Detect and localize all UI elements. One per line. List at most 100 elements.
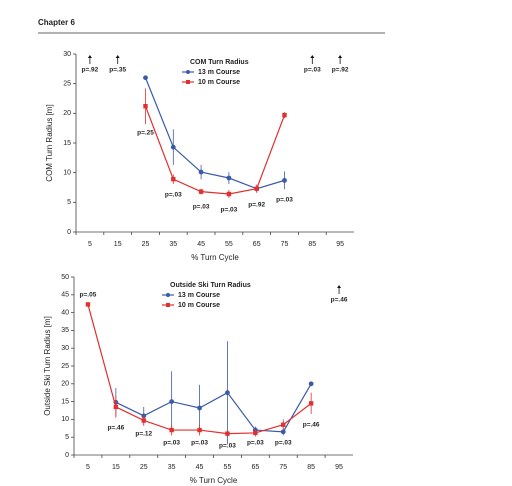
p-value: p=.03 bbox=[165, 192, 182, 199]
p-value: p=.03 bbox=[193, 204, 210, 211]
y-tick-label: 35 bbox=[61, 327, 69, 334]
y-tick-label: 50 bbox=[61, 274, 69, 281]
legend-title: COM Turn Radius bbox=[190, 59, 249, 66]
x-tick-label: 15 bbox=[114, 241, 122, 248]
x-tick-label: 95 bbox=[336, 241, 344, 248]
x-tick-label: 55 bbox=[225, 241, 233, 248]
arrow-head bbox=[115, 55, 120, 58]
point bbox=[226, 175, 232, 181]
legend-marker bbox=[186, 70, 190, 74]
legend-marker bbox=[186, 80, 190, 84]
y-tick-label: 30 bbox=[63, 51, 71, 58]
point bbox=[282, 177, 287, 183]
x-tick-label: 45 bbox=[196, 464, 204, 471]
x-tick-label: 25 bbox=[140, 464, 148, 471]
x-tick-label: 5 bbox=[86, 464, 90, 471]
point bbox=[225, 390, 230, 396]
y-tick-label: 15 bbox=[61, 398, 69, 405]
p-value: p=.03 bbox=[219, 443, 236, 450]
point bbox=[170, 144, 176, 150]
y-tick-label: 25 bbox=[61, 363, 69, 370]
legend-label: 10 m Course bbox=[198, 79, 240, 86]
p-value: p=.25 bbox=[137, 130, 154, 137]
point bbox=[143, 75, 148, 81]
p-value: p=.03 bbox=[191, 440, 208, 447]
legend-label: 13 m Course bbox=[198, 69, 240, 76]
x-tick-label: 55 bbox=[224, 464, 232, 471]
y-axis-label: Outside Ski Turn Radius [m] bbox=[43, 316, 52, 416]
p-value: p=.03 bbox=[163, 440, 180, 447]
p-value: p=.35 bbox=[109, 67, 126, 74]
legend-label: 10 m Course bbox=[178, 302, 220, 309]
point bbox=[253, 430, 258, 436]
p-value: p=.92 bbox=[332, 67, 349, 74]
y-tick-label: 10 bbox=[63, 170, 71, 177]
point bbox=[169, 427, 174, 433]
point bbox=[226, 191, 232, 197]
x-tick-label: 25 bbox=[142, 241, 150, 248]
p-value: p=.03 bbox=[276, 197, 293, 204]
y-axis-label: COM Turn Radius [m] bbox=[45, 104, 54, 181]
legend-marker bbox=[166, 303, 170, 307]
arrow-head bbox=[337, 285, 342, 288]
y-tick-label: 45 bbox=[61, 292, 69, 299]
x-tick-label: 45 bbox=[197, 241, 205, 248]
series-line bbox=[115, 383, 312, 433]
point bbox=[197, 427, 202, 433]
x-tick-label: 15 bbox=[112, 464, 120, 471]
point bbox=[308, 401, 314, 406]
point bbox=[225, 431, 230, 436]
x-tick-label: 35 bbox=[169, 241, 177, 248]
legend-marker bbox=[166, 293, 170, 297]
point bbox=[281, 422, 286, 427]
point bbox=[280, 429, 286, 435]
y-tick-label: 40 bbox=[61, 309, 69, 316]
p-value: p=.46 bbox=[331, 297, 348, 304]
x-tick-label: 75 bbox=[281, 241, 289, 248]
series-line bbox=[144, 105, 286, 195]
x-axis-label: % Turn Cycle bbox=[191, 253, 239, 262]
x-tick-label: 65 bbox=[253, 241, 261, 248]
legend-title: Outside Ski Turn Radius bbox=[170, 282, 251, 289]
chapter-title: Chapter 6 bbox=[38, 18, 75, 27]
point bbox=[85, 302, 91, 307]
p-value: p=.46 bbox=[107, 425, 124, 432]
point bbox=[308, 381, 314, 387]
point bbox=[143, 104, 148, 109]
p-value: p=.92 bbox=[248, 202, 265, 209]
point bbox=[113, 404, 119, 410]
y-tick-label: 0 bbox=[67, 229, 71, 236]
arrow-head bbox=[87, 55, 92, 58]
y-tick-label: 20 bbox=[63, 110, 71, 117]
x-tick-label: 65 bbox=[251, 464, 259, 471]
p-value: p=.03 bbox=[275, 440, 292, 447]
y-tick-label: 0 bbox=[65, 452, 69, 459]
x-tick-label: 75 bbox=[279, 464, 287, 471]
y-tick-label: 20 bbox=[61, 381, 69, 388]
x-tick-label: 35 bbox=[168, 464, 176, 471]
point bbox=[141, 418, 146, 423]
y-tick-label: 30 bbox=[61, 345, 69, 352]
p-value: p=.05 bbox=[80, 292, 97, 299]
point bbox=[282, 112, 287, 118]
p-value: p=.03 bbox=[304, 67, 321, 74]
p-value: p=.46 bbox=[303, 422, 320, 429]
p-value: p=.03 bbox=[220, 207, 237, 214]
x-tick-label: 85 bbox=[308, 241, 316, 248]
p-value: p=.92 bbox=[81, 67, 98, 74]
series-line bbox=[144, 77, 285, 190]
point bbox=[169, 399, 175, 404]
y-tick-label: 5 bbox=[67, 199, 71, 206]
arrow-head bbox=[310, 55, 315, 58]
point bbox=[254, 186, 259, 191]
point bbox=[171, 176, 176, 182]
x-axis-label: % Turn Cycle bbox=[190, 476, 238, 485]
point bbox=[197, 405, 202, 411]
y-tick-label: 25 bbox=[63, 81, 71, 88]
legend-label: 13 m Course bbox=[178, 292, 220, 299]
p-value: p=.12 bbox=[135, 431, 152, 438]
x-tick-label: 5 bbox=[88, 241, 92, 248]
p-value: p=.03 bbox=[247, 440, 264, 447]
